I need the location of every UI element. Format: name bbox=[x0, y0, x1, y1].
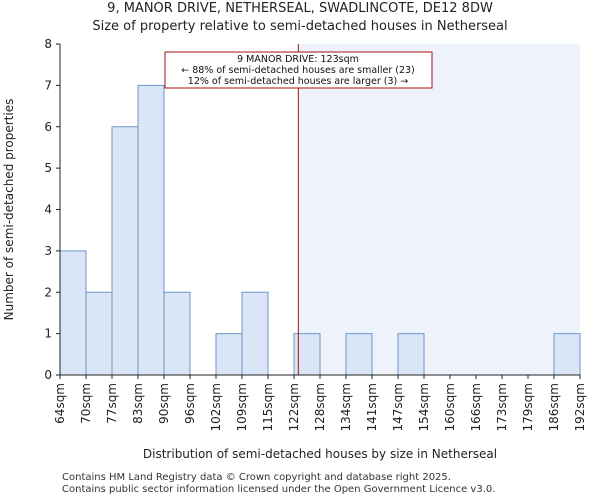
x-tick-label: 166sqm bbox=[469, 383, 483, 431]
x-tick-label: 186sqm bbox=[547, 383, 561, 431]
y-tick-label: 3 bbox=[44, 244, 52, 258]
bar-102sqm bbox=[215, 333, 243, 376]
y-tick-label: 2 bbox=[44, 285, 52, 299]
x-tick-label: 154sqm bbox=[417, 383, 431, 431]
x-tick-label: 147sqm bbox=[391, 383, 405, 431]
x-tick-label: 96sqm bbox=[183, 383, 197, 424]
y-tick-label: 4 bbox=[44, 203, 52, 217]
x-tick-label: 122sqm bbox=[287, 383, 301, 431]
x-tick-label: 90sqm bbox=[157, 383, 171, 424]
annotation-line-3: 12% of semi-detached houses are larger (… bbox=[188, 76, 408, 87]
x-axis-label: Distribution of semi-detached houses by … bbox=[143, 447, 497, 461]
x-tick-label: 179sqm bbox=[521, 383, 535, 431]
y-tick-label: 7 bbox=[44, 78, 52, 92]
bar-77sqm bbox=[111, 126, 139, 376]
x-tick-label: 173sqm bbox=[495, 383, 509, 431]
y-tick-label: 6 bbox=[44, 120, 52, 134]
y-tick-label: 5 bbox=[44, 161, 52, 175]
bar-70sqm bbox=[85, 291, 113, 376]
bar-83sqm bbox=[137, 84, 165, 376]
x-tick-label: 192sqm bbox=[573, 383, 587, 431]
bar-134sqm bbox=[345, 333, 373, 376]
bar-186sqm bbox=[553, 333, 581, 376]
x-tick-label: 83sqm bbox=[131, 383, 145, 424]
larger-properties-highlight bbox=[298, 44, 580, 375]
y-tick-label: 8 bbox=[44, 37, 52, 51]
x-tick-label: 141sqm bbox=[365, 383, 379, 431]
y-tick-label: 1 bbox=[44, 327, 52, 341]
bar-147sqm bbox=[397, 333, 425, 376]
chart-title-line2: Size of property relative to semi-detach… bbox=[92, 19, 508, 34]
x-tick-label: 102sqm bbox=[209, 383, 223, 431]
chart-title-line1: 9, MANOR DRIVE, NETHERSEAL, SWADLINCOTE,… bbox=[107, 1, 493, 16]
annotation-line-1: 9 MANOR DRIVE: 123sqm bbox=[237, 54, 359, 65]
x-tick-label: 128sqm bbox=[313, 383, 327, 431]
x-tick-label: 70sqm bbox=[79, 383, 93, 424]
footer-licence: Contains public sector information licen… bbox=[62, 484, 496, 495]
bar-64sqm bbox=[59, 250, 87, 376]
bar-109sqm bbox=[241, 291, 269, 376]
x-tick-label: 134sqm bbox=[339, 383, 353, 431]
annotation-box: 9 MANOR DRIVE: 123sqm ← 88% of semi-deta… bbox=[164, 51, 433, 89]
x-tick-label: 109sqm bbox=[235, 383, 249, 431]
annotation-line-2: ← 88% of semi-detached houses are smalle… bbox=[181, 65, 415, 76]
x-tick-label: 64sqm bbox=[53, 383, 67, 424]
x-tick-label: 77sqm bbox=[105, 383, 119, 424]
y-tick-label: 0 bbox=[44, 368, 52, 382]
x-tick-label: 160sqm bbox=[443, 383, 457, 431]
y-axis-label: Number of semi-detached properties bbox=[2, 99, 16, 321]
footer-copyright: Contains HM Land Registry data © Crown c… bbox=[62, 472, 451, 483]
x-tick-label: 115sqm bbox=[261, 383, 275, 431]
bar-90sqm bbox=[163, 291, 191, 376]
